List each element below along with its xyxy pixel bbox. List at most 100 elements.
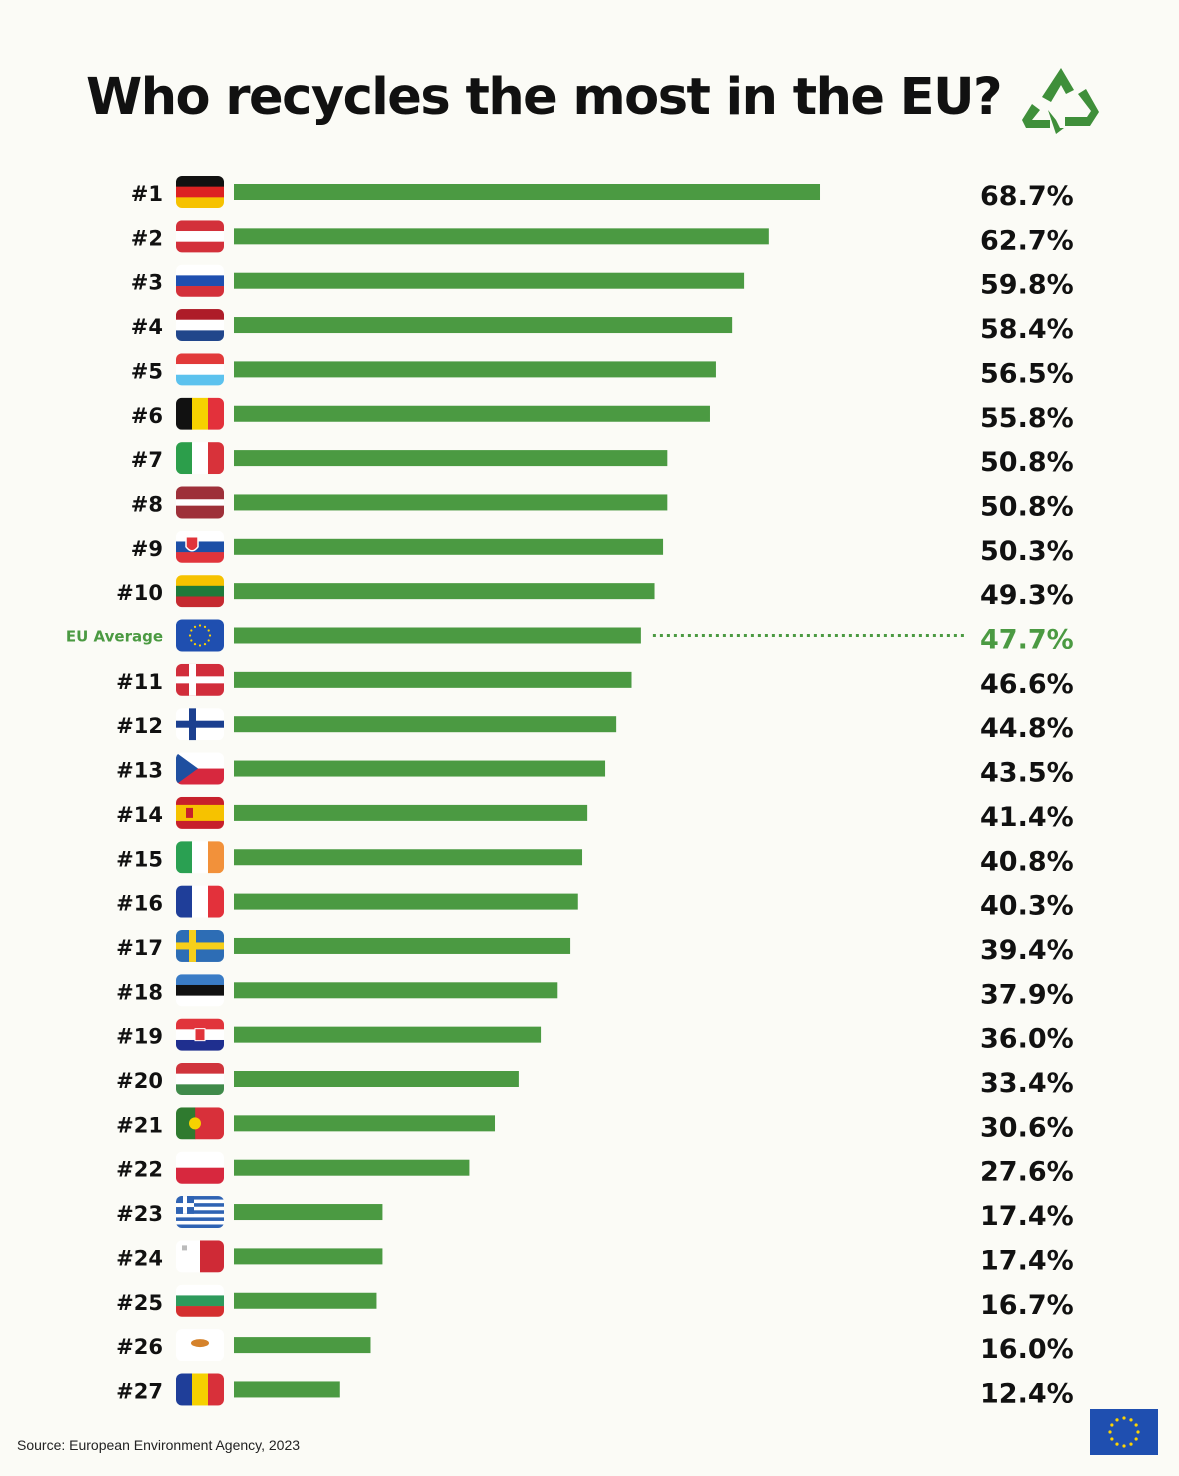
- bar: [234, 1248, 383, 1265]
- value-label: 16.7%: [980, 1290, 1074, 1321]
- bar: [234, 716, 617, 733]
- recycle-icon: [1022, 68, 1099, 134]
- belgium-flag: [176, 397, 224, 430]
- rank-label: #22: [116, 1158, 163, 1182]
- rank-label: #25: [116, 1291, 163, 1315]
- rank-label: #18: [116, 980, 163, 1004]
- value-label: 68.7%: [980, 181, 1074, 212]
- rank-label: #7: [131, 448, 163, 472]
- bar: [234, 583, 655, 600]
- eu-average-value: 47.7%: [980, 625, 1074, 656]
- bar: [234, 1115, 496, 1132]
- greece-flag: [176, 1196, 224, 1229]
- value-label: 37.9%: [980, 979, 1074, 1010]
- value-label: 46.6%: [980, 669, 1074, 700]
- poland-flag: [176, 1151, 224, 1184]
- croatia-flag: [176, 1018, 224, 1051]
- source-note: Source: European Environment Agency, 202…: [17, 1437, 301, 1453]
- value-label: 62.7%: [980, 225, 1074, 256]
- value-label: 40.3%: [980, 891, 1074, 922]
- eu-flag-logo: [1090, 1409, 1158, 1455]
- rank-label: #3: [131, 271, 163, 295]
- slovakia-flag: [176, 530, 224, 563]
- czechia-flag: [176, 752, 224, 785]
- value-label: 36.0%: [980, 1024, 1074, 1055]
- value-label: 33.4%: [980, 1068, 1074, 1099]
- eu-average-bar: [234, 627, 641, 644]
- chart-title: Who recycles the most in the EU?: [86, 68, 1003, 127]
- france-flag: [176, 885, 224, 918]
- italy-flag: [176, 442, 224, 475]
- bar: [234, 1292, 377, 1309]
- value-label: 43.5%: [980, 758, 1074, 789]
- value-label: 17.4%: [980, 1201, 1074, 1232]
- portugal-flag: [176, 1107, 224, 1140]
- bar: [234, 361, 716, 378]
- luxembourg-flag: [176, 353, 224, 386]
- rank-label: #13: [116, 759, 163, 783]
- bar: [234, 317, 733, 334]
- rank-label: #17: [116, 936, 163, 960]
- bar: [234, 849, 583, 866]
- latvia-flag: [176, 486, 224, 519]
- rank-label: #23: [116, 1202, 163, 1226]
- bar: [234, 1381, 340, 1398]
- value-label: 16.0%: [980, 1334, 1074, 1365]
- netherlands-flag: [176, 309, 224, 342]
- malta-flag: [176, 1240, 224, 1273]
- value-label: 50.3%: [980, 536, 1074, 567]
- eu-flag: [176, 619, 224, 652]
- finland-flag: [176, 708, 224, 741]
- bar: [234, 272, 745, 289]
- value-label: 59.8%: [980, 270, 1074, 301]
- bulgaria-flag: [176, 1284, 224, 1317]
- bar: [234, 804, 588, 821]
- bar: [234, 1337, 371, 1354]
- bar: [234, 1071, 519, 1087]
- value-label: 27.6%: [980, 1157, 1074, 1188]
- hungary-flag: [176, 1063, 224, 1095]
- value-label: 40.8%: [980, 846, 1074, 877]
- rank-label: #21: [116, 1113, 163, 1137]
- estonia-flag: [176, 974, 224, 1007]
- romania-flag: [176, 1373, 224, 1406]
- value-label: 50.8%: [980, 491, 1074, 522]
- germany-flag: [176, 176, 224, 208]
- value-label: 55.8%: [980, 403, 1074, 434]
- bar: [234, 937, 571, 954]
- eu-average-label: EU Average: [66, 628, 163, 646]
- bar: [234, 228, 769, 245]
- sweden-flag: [176, 929, 224, 962]
- rank-label: #10: [116, 581, 163, 605]
- bar: [234, 405, 710, 422]
- rank-label: #6: [131, 404, 163, 428]
- bar-chart: #1 68.7% #2 62.7% #3 59.8% #4 58.4% #5 56.5% #6 55.…: [66, 176, 1074, 1409]
- rank-label: #8: [131, 492, 163, 516]
- rank-label: #19: [116, 1025, 163, 1049]
- value-label: 12.4%: [980, 1378, 1074, 1409]
- lithuania-flag: [176, 575, 224, 608]
- bar: [234, 494, 668, 511]
- rank-label: #12: [116, 714, 163, 738]
- value-label: 58.4%: [980, 314, 1074, 345]
- bar: [234, 760, 606, 777]
- cyprus-flag: [176, 1329, 224, 1362]
- rank-label: #9: [131, 537, 163, 561]
- rank-label: #1: [131, 182, 163, 206]
- rank-label: #16: [116, 892, 163, 916]
- bar: [234, 671, 632, 688]
- bar: [234, 982, 558, 999]
- bar: [234, 1026, 542, 1043]
- austria-flag: [176, 220, 224, 253]
- rank-label: #27: [116, 1379, 163, 1403]
- rank-label: #24: [116, 1246, 163, 1270]
- spain-flag: [176, 796, 224, 829]
- rank-label: #26: [116, 1335, 163, 1359]
- rank-label: #15: [116, 847, 163, 871]
- rank-label: #11: [116, 670, 163, 694]
- slovenia-flag: [176, 264, 224, 297]
- rank-label: #14: [116, 803, 163, 827]
- bar: [234, 538, 664, 555]
- value-label: 44.8%: [980, 713, 1074, 744]
- value-label: 30.6%: [980, 1112, 1074, 1143]
